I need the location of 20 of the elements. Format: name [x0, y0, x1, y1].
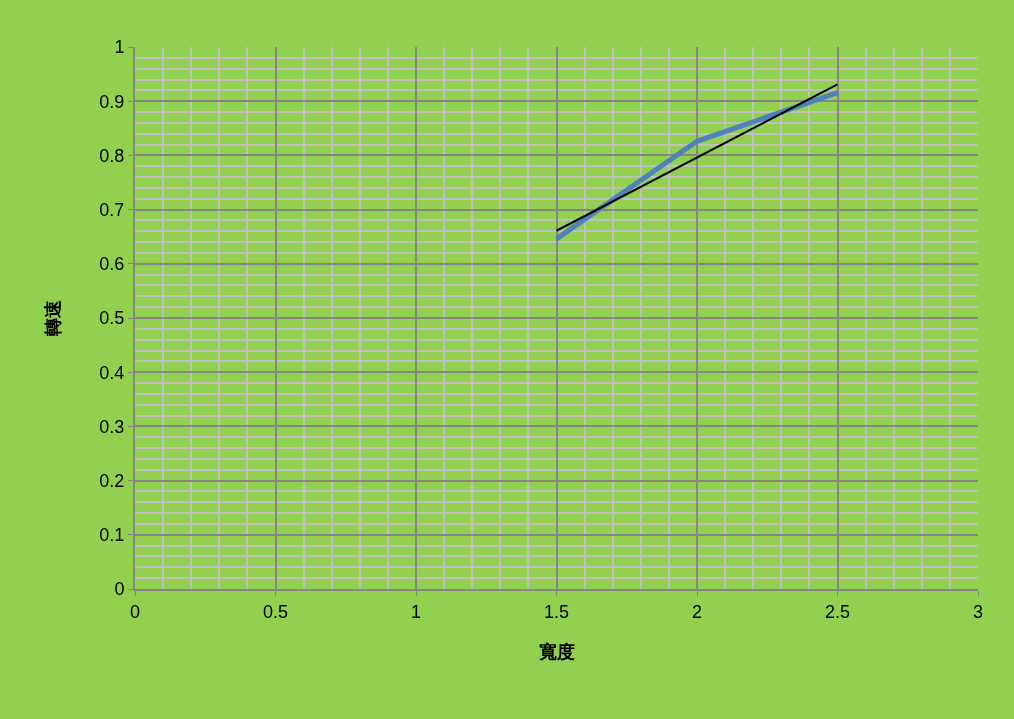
- x-tick-label: 1: [410, 601, 422, 622]
- y-tick-label: 0.3: [99, 416, 125, 437]
- y-tick-label: 0.8: [99, 145, 125, 166]
- y-tick-label: 0.5: [99, 308, 125, 329]
- y-tick-label: 0.4: [99, 362, 125, 383]
- y-tick-label: 0.9: [99, 91, 125, 112]
- x-tick-label: 2: [691, 601, 703, 622]
- y-tick-label: 1: [114, 37, 125, 58]
- y-tick-label: 0.2: [99, 470, 125, 491]
- x-tick-label: 0.5: [262, 601, 289, 622]
- y-tick-label: 0: [114, 579, 125, 600]
- x-tick-label: 3: [972, 601, 984, 622]
- x-tick-label: 0: [129, 601, 141, 622]
- x-tick-label: 2.5: [824, 601, 851, 622]
- y-tick-label: 0.7: [99, 199, 125, 220]
- y-axis-title: 轉速: [43, 300, 64, 337]
- x-tick-label: 1.5: [543, 601, 570, 622]
- y-tick-label: 0.1: [99, 525, 125, 546]
- y-tick-label: 0.6: [99, 254, 125, 275]
- x-axis-title: 寬度: [538, 642, 575, 663]
